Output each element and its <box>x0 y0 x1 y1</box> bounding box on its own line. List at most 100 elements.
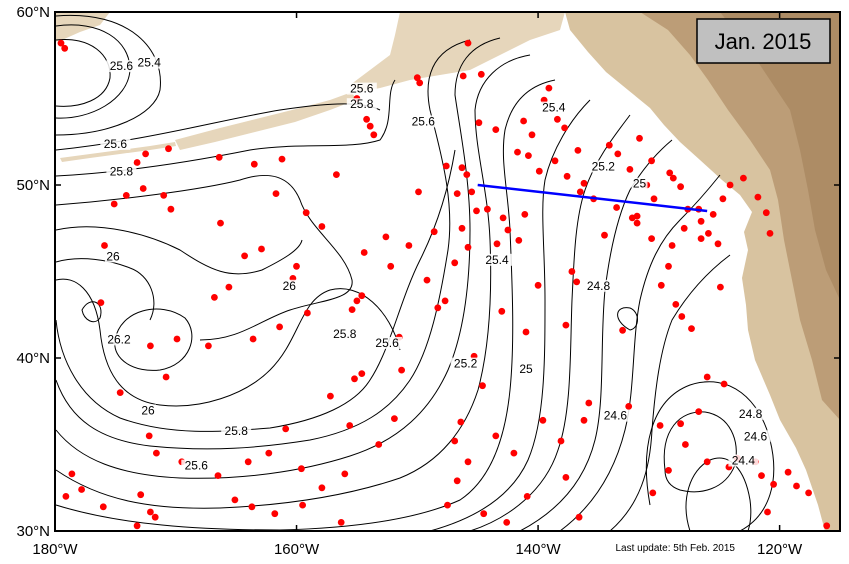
float-marker <box>451 259 459 267</box>
float-marker <box>348 306 356 313</box>
contour-label-bg <box>106 60 137 73</box>
x-tick-label: 120°W <box>757 541 803 558</box>
contour-label: 25.6 <box>110 59 134 73</box>
float-marker <box>714 240 722 248</box>
float-marker <box>614 150 622 158</box>
float-marker <box>282 425 290 433</box>
contour-label: 25.4 <box>138 56 162 70</box>
contour-label: 25.8 <box>110 165 134 179</box>
float-marker <box>370 131 378 139</box>
float-marker <box>568 268 576 275</box>
float-marker <box>626 166 634 173</box>
float-marker <box>299 501 306 509</box>
float-marker <box>648 157 655 165</box>
float-marker <box>57 39 65 47</box>
float-marker <box>764 508 771 516</box>
contour-label: 25.4 <box>542 101 566 115</box>
contour-line <box>55 79 396 177</box>
float-marker <box>665 467 672 474</box>
float-marker <box>668 242 676 249</box>
y-tick-label: 40°N <box>16 350 50 367</box>
contour-label: 24.6 <box>604 409 628 423</box>
title-box: Jan. 2015 <box>696 18 831 64</box>
float-marker <box>225 283 233 291</box>
contour-label: 25 <box>519 362 533 376</box>
float-marker <box>719 195 727 203</box>
float-marker <box>298 465 305 473</box>
contour-label: 25.8 <box>225 424 249 438</box>
float-marker <box>551 157 559 165</box>
float-marker <box>740 174 747 182</box>
contour-label-bg <box>600 409 631 422</box>
contour-label-bg <box>482 253 512 266</box>
contour-line <box>55 174 353 341</box>
float-marker <box>682 441 689 448</box>
float-marker <box>398 366 405 374</box>
float-marker <box>327 392 334 400</box>
float-marker <box>680 224 688 232</box>
float-marker <box>173 335 181 343</box>
contour-line <box>55 149 456 432</box>
contour-line <box>55 278 401 407</box>
float-marker <box>573 278 581 286</box>
float-marker <box>142 150 150 158</box>
contour-label: 26 <box>283 279 297 293</box>
float-marker <box>145 432 153 440</box>
float-marker <box>304 309 311 317</box>
float-marker <box>302 209 310 217</box>
float-marker <box>337 519 345 526</box>
float-marker <box>442 162 450 170</box>
contour-line <box>55 38 111 107</box>
float-marker <box>360 249 368 256</box>
float-marker <box>318 484 326 492</box>
float-marker <box>703 373 711 381</box>
float-marker <box>214 472 222 479</box>
float-marker <box>293 262 300 270</box>
float-marker <box>276 323 283 331</box>
float-marker <box>68 470 76 478</box>
float-marker <box>522 328 530 336</box>
float-marker <box>580 179 588 187</box>
contour-label-bg <box>735 407 766 420</box>
contour-label: 25.6 <box>185 459 209 473</box>
float-marker <box>601 231 608 239</box>
float-marker <box>666 169 674 177</box>
float-marker <box>272 190 280 198</box>
float-marker <box>576 188 584 196</box>
float-marker <box>217 219 224 227</box>
float-marker <box>244 458 252 466</box>
mountain-shading <box>640 12 840 420</box>
float-marker <box>358 370 366 377</box>
contour-label-bg <box>728 454 759 467</box>
contour-labels: 25.6 25.425.625.825.625.825.625.425.22526… <box>100 56 771 473</box>
float-marker <box>510 449 518 457</box>
float-marker <box>147 508 154 516</box>
float-marker <box>726 181 734 189</box>
contour-label-bg <box>740 430 771 443</box>
float-marker <box>633 212 641 220</box>
float-marker <box>464 458 472 466</box>
float-marker <box>391 415 398 422</box>
float-marker <box>318 223 326 230</box>
contour-label: 25.6 <box>104 137 128 151</box>
aleutian-islands <box>60 142 176 162</box>
float-marker <box>657 281 665 289</box>
float-marker <box>101 242 108 249</box>
float-marker <box>97 299 105 306</box>
contour-label-bg <box>221 425 252 438</box>
contour-line <box>617 307 638 331</box>
alaska-coast <box>350 12 565 92</box>
float-marker <box>271 510 279 518</box>
float-marker <box>434 304 442 312</box>
float-marker <box>605 141 613 149</box>
contour-label: 26 <box>106 249 120 263</box>
contour-line <box>469 114 631 531</box>
float-marker <box>492 126 500 133</box>
float-marker <box>468 188 476 196</box>
float-marker <box>99 503 107 511</box>
contour-label: 25.6 <box>375 336 399 350</box>
contour-line <box>429 99 591 531</box>
float-marker <box>562 474 570 481</box>
float-marker <box>580 416 588 424</box>
float-marker <box>78 486 85 493</box>
